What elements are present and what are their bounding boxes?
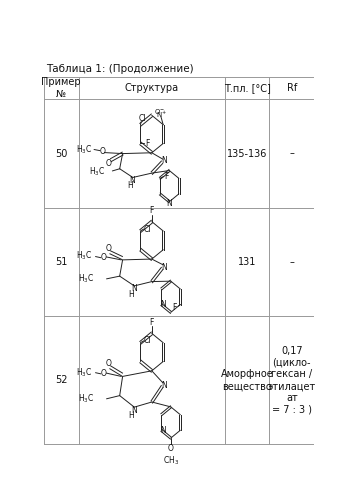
Text: –: –	[289, 257, 294, 267]
Text: O: O	[101, 370, 106, 378]
Text: F: F	[150, 206, 154, 216]
Text: Cl: Cl	[144, 224, 151, 234]
Text: Cl: Cl	[144, 336, 151, 345]
Text: O: O	[105, 158, 111, 168]
Text: N: N	[161, 381, 167, 390]
Text: H$_3$C: H$_3$C	[89, 166, 105, 178]
Text: Таблица 1: (Продолжение): Таблица 1: (Продолжение)	[46, 64, 194, 74]
Text: H$_3$C: H$_3$C	[78, 272, 94, 285]
Text: 51: 51	[55, 257, 67, 267]
Text: O: O	[105, 244, 111, 252]
Text: N: N	[129, 176, 135, 185]
Text: 50: 50	[55, 148, 67, 158]
Text: Структура: Структура	[125, 83, 179, 93]
Text: H$_3$C: H$_3$C	[78, 392, 94, 405]
Text: F: F	[173, 303, 177, 312]
Text: N: N	[166, 199, 172, 208]
Text: N: N	[131, 284, 136, 294]
Text: O: O	[105, 358, 111, 368]
Text: H$_3$C: H$_3$C	[76, 144, 92, 156]
Text: Пример
№: Пример №	[42, 77, 81, 99]
Text: Rf: Rf	[287, 83, 297, 93]
Text: Аморфное
вещество: Аморфное вещество	[221, 370, 274, 391]
Text: H$_3$C: H$_3$C	[76, 366, 92, 379]
Text: H: H	[127, 180, 133, 190]
Text: –: –	[289, 148, 294, 158]
Text: H: H	[128, 290, 134, 299]
Text: O: O	[99, 147, 105, 156]
Text: N: N	[160, 426, 165, 435]
Text: 135-136: 135-136	[227, 148, 267, 158]
Text: O: O	[168, 444, 174, 452]
Text: F: F	[164, 172, 168, 181]
Text: F: F	[145, 139, 149, 148]
Text: N: N	[161, 263, 167, 272]
Text: N: N	[161, 156, 167, 165]
Text: N: N	[160, 300, 165, 309]
Text: F: F	[150, 318, 154, 327]
Text: 0,17
(цикло-
гексан /
этилацет
ат
= 7 : 3 ): 0,17 (цикло- гексан / этилацет ат = 7 : …	[268, 346, 316, 414]
Text: N$^{+}$: N$^{+}$	[156, 110, 167, 120]
Text: Т.пл. [°С]: Т.пл. [°С]	[224, 83, 270, 93]
Text: 131: 131	[238, 257, 257, 267]
Text: H$_3$C: H$_3$C	[76, 250, 92, 262]
Text: H: H	[128, 411, 134, 420]
Text: 52: 52	[55, 376, 67, 386]
Text: N: N	[131, 406, 136, 414]
Text: Cl: Cl	[139, 114, 146, 123]
Text: O: O	[101, 253, 106, 262]
Text: O$^{-}$: O$^{-}$	[154, 106, 165, 116]
Text: CH$_3$: CH$_3$	[163, 454, 179, 466]
